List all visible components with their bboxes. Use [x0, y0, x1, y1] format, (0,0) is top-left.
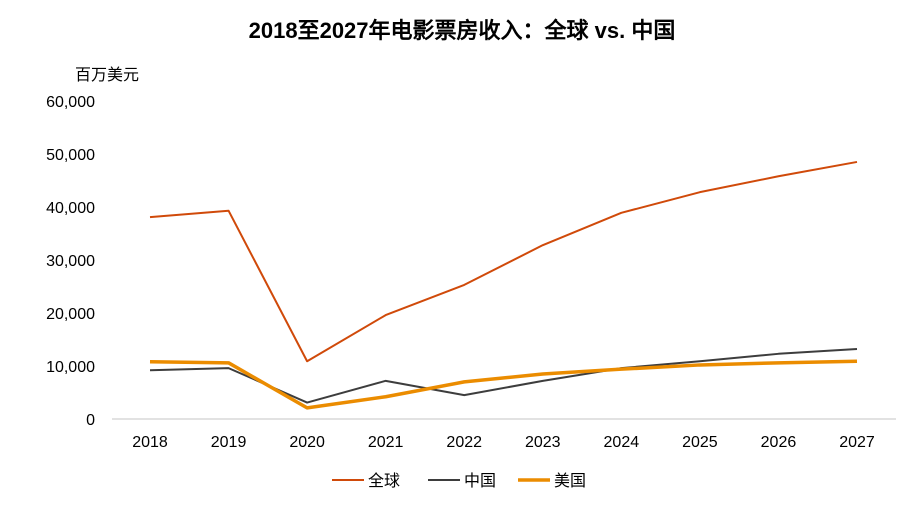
x-tick-label: 2026	[761, 434, 797, 451]
y-tick-label: 10,000	[46, 359, 95, 376]
y-tick-label: 40,000	[46, 200, 95, 217]
legend-label: 全球	[368, 472, 400, 490]
series-line-2	[149, 359, 858, 410]
x-tick-label: 2021	[368, 434, 404, 451]
x-tick-label: 2024	[604, 434, 640, 451]
x-tick-label: 2022	[446, 434, 482, 451]
chart-title: 2018至2027年电影票房收入：全球 vs. 中国	[249, 18, 676, 43]
x-tick-label: 2020	[289, 434, 325, 451]
legend-label: 美国	[554, 472, 586, 490]
series-line-1	[149, 348, 858, 404]
y-tick-label: 50,000	[46, 147, 95, 164]
y-tick-label: 60,000	[46, 94, 95, 111]
series-line-0	[149, 160, 858, 363]
x-tick-label: 2023	[525, 434, 561, 451]
legend-label: 中国	[464, 472, 496, 490]
x-tick-label: 2025	[682, 434, 718, 451]
y-tick-label: 20,000	[46, 306, 95, 323]
x-tick-label: 2018	[132, 434, 168, 451]
y-tick-label: 30,000	[46, 253, 95, 270]
y-tick-label: 0	[86, 412, 95, 429]
y-axis-label: 百万美元	[75, 66, 139, 84]
x-tick-label: 2027	[839, 434, 875, 451]
x-tick-label: 2019	[211, 434, 247, 451]
